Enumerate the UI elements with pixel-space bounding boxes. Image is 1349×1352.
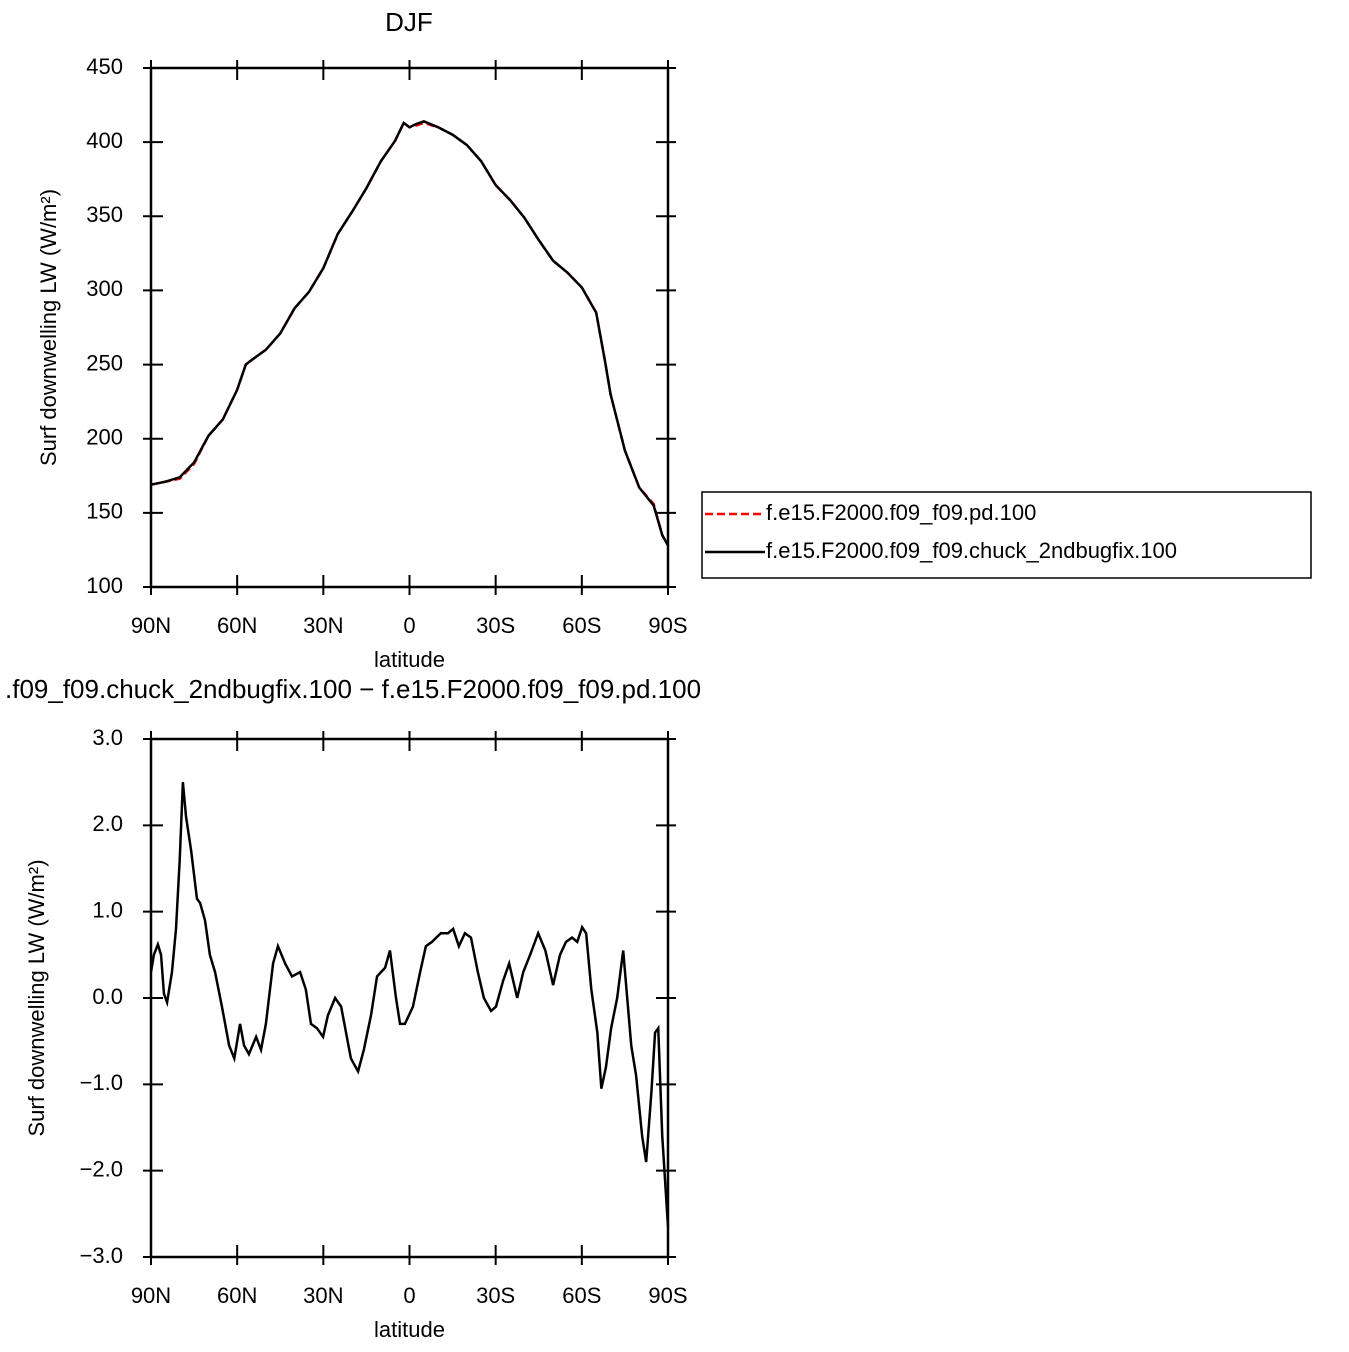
series-line: [150, 120, 670, 547]
x-tick-label: 60S: [562, 1283, 601, 1308]
chart-title: .f09_f09.chuck_2ndbugfix.100 − f.e15.F20…: [5, 674, 701, 704]
y-tick-label: 200: [86, 425, 123, 450]
x-axis-label: latitude: [374, 647, 445, 672]
x-tick-label: 30N: [303, 1283, 343, 1308]
y-axis-label: Surf downwelling LW (W/m²): [36, 189, 61, 466]
legend-label: f.e15.F2000.f09_f09.chuck_2ndbugfix.100: [766, 538, 1177, 563]
x-tick-label: 90S: [648, 1283, 687, 1308]
y-axis-label: Surf downwelling LW (W/m²): [24, 859, 49, 1136]
chart-title: DJF: [385, 7, 433, 37]
y-tick-label: 0.0: [92, 984, 123, 1009]
x-tick-label: 60S: [562, 613, 601, 638]
x-tick-label: 30S: [476, 613, 515, 638]
plot-frame: [149, 66, 670, 589]
y-tick-label: 3.0: [92, 725, 123, 750]
x-tick-label: 0: [403, 1283, 415, 1308]
y-tick-label: 2.0: [92, 811, 123, 836]
y-tick-label: 150: [86, 499, 123, 524]
y-tick-label: 400: [86, 128, 123, 153]
series-line: [150, 120, 670, 547]
x-tick-label: 90N: [131, 613, 171, 638]
x-tick-label: 0: [403, 613, 415, 638]
y-tick-label: −3.0: [80, 1243, 123, 1268]
x-tick-label: 90S: [648, 613, 687, 638]
y-tick-label: 450: [86, 54, 123, 79]
x-tick-label: 60N: [217, 613, 257, 638]
series-line: [149, 782, 670, 1227]
y-tick-label: −2.0: [80, 1156, 123, 1181]
y-tick-label: 350: [86, 202, 123, 227]
x-tick-label: 30S: [476, 1283, 515, 1308]
y-tick-label: 300: [86, 276, 123, 301]
y-tick-label: 1.0: [92, 897, 123, 922]
x-tick-label: 60N: [217, 1283, 257, 1308]
legend-label: f.e15.F2000.f09_f09.pd.100: [766, 500, 1036, 525]
y-tick-label: 100: [86, 573, 123, 598]
x-tick-label: 30N: [303, 613, 343, 638]
x-tick-label: 90N: [131, 1283, 171, 1308]
x-axis-label: latitude: [374, 1317, 445, 1342]
plot-frame: [149, 737, 670, 1259]
legend-box: [701, 491, 1312, 579]
y-tick-label: 250: [86, 350, 123, 375]
y-tick-label: −1.0: [80, 1070, 123, 1095]
